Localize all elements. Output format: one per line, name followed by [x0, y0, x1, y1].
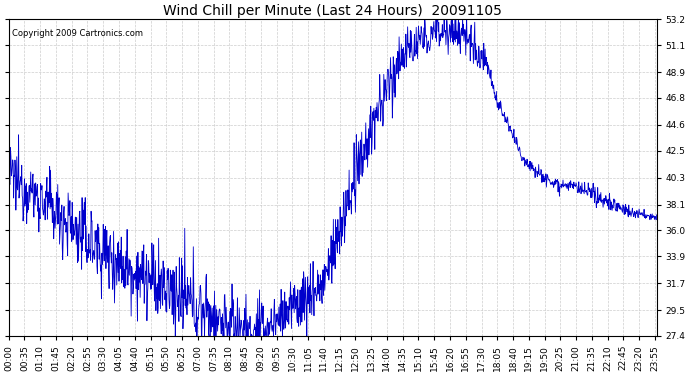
Text: Copyright 2009 Cartronics.com: Copyright 2009 Cartronics.com	[12, 29, 143, 38]
Title: Wind Chill per Minute (Last 24 Hours)  20091105: Wind Chill per Minute (Last 24 Hours) 20…	[164, 4, 502, 18]
